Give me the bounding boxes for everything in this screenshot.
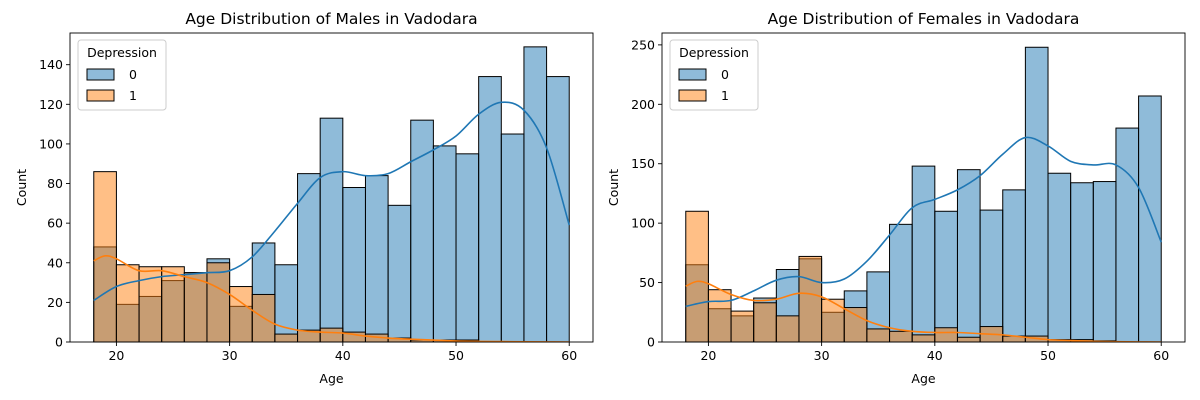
- bar-s0-bin15: [1024, 46, 1049, 343]
- x-tick-label: 50: [448, 348, 464, 363]
- y-tick-label: 20: [47, 295, 63, 310]
- bar-s0-bin10: [911, 165, 936, 343]
- kde-line-0: [93, 101, 570, 302]
- y-tick-label: 40: [47, 255, 63, 270]
- bar-s0-bin14: [410, 119, 434, 343]
- x-axis-label: Age: [319, 371, 343, 386]
- bar-s1-bin1: [707, 289, 732, 343]
- y-tick-label: 0: [55, 335, 63, 350]
- bar-s0-bin19: [1115, 127, 1140, 343]
- x-axis-label: Age: [911, 371, 935, 386]
- y-tick-label: 80: [47, 176, 63, 191]
- y-tick-label: 100: [39, 136, 63, 151]
- bar-s0-bin18: [500, 133, 525, 343]
- bar-s0-bin13: [979, 209, 1004, 343]
- y-tick-label: 140: [39, 57, 63, 72]
- bar-s0-bin20: [546, 76, 570, 343]
- legend-label-1: 1: [721, 88, 729, 103]
- x-tick-label: 20: [700, 348, 716, 363]
- legend-label-1: 1: [129, 88, 137, 103]
- y-tick-label: 0: [647, 335, 655, 350]
- x-tick-label: 50: [1040, 348, 1056, 363]
- plot-frame: [661, 32, 1186, 343]
- legend-label-0: 0: [129, 67, 137, 82]
- kde-line-0: [685, 136, 1162, 308]
- bar-s0-bin14: [1002, 189, 1026, 343]
- legend-title: Depression: [87, 45, 157, 60]
- bar-s1-bin3: [753, 302, 777, 343]
- bar-s0-bin20: [1138, 95, 1162, 343]
- bar-s1-bin3: [161, 266, 185, 343]
- bar-s0-bin15: [432, 145, 457, 343]
- bar-s1-bin1: [115, 264, 140, 343]
- bar-s0-bin17: [1070, 182, 1094, 343]
- bar-s0-bin19: [523, 46, 548, 343]
- bar-s0-bin16: [1047, 172, 1072, 343]
- bar-s1-bin10: [319, 327, 344, 343]
- legend-swatch-1: [86, 89, 115, 102]
- legend-swatch-0: [678, 68, 707, 81]
- x-tick-label: 20: [108, 348, 124, 363]
- bar-s1-bin8: [866, 328, 891, 343]
- y-tick-label: 150: [631, 156, 655, 171]
- bar-s0-bin17: [478, 76, 502, 343]
- bar-s1-bin8: [274, 333, 299, 343]
- bar-s0-bin12: [364, 175, 389, 343]
- kde-line-1: [685, 280, 1162, 342]
- x-tick-label: 60: [1153, 348, 1169, 363]
- legend-swatch-0: [86, 68, 115, 81]
- y-tick-label: 250: [631, 37, 655, 52]
- y-tick-label: 200: [631, 97, 655, 112]
- bar-s1-bin7: [843, 307, 868, 343]
- x-tick-label: 40: [927, 348, 943, 363]
- x-tick-label: 30: [814, 348, 830, 363]
- kde-line-1: [93, 254, 570, 342]
- bar-s1-bin4: [183, 272, 208, 343]
- bar-s1-bin0: [685, 210, 709, 343]
- bar-s1-bin5: [798, 255, 823, 343]
- bar-s0-bin18: [1092, 181, 1117, 343]
- legend: Depression 0 1: [77, 39, 167, 111]
- bar-s1-bin10: [911, 334, 936, 343]
- bar-s0-bin8: [274, 264, 299, 343]
- bar-s1-bin4: [775, 315, 800, 343]
- chart-panel-0: 20 30 40 50 60 0 20 40 60 80 100 120 140 Age Distribu…: [14, 10, 594, 386]
- x-tick-label: 30: [222, 348, 238, 363]
- chart-title: Age Distribution of Females in Vadodara: [768, 10, 1080, 28]
- y-tick-label: 60: [47, 216, 63, 231]
- bar-s1-bin6: [821, 298, 845, 343]
- legend-swatch-1: [678, 89, 707, 102]
- bar-s0-bin12: [956, 169, 981, 343]
- y-axis-label: Count: [606, 169, 621, 206]
- bar-s0-bin11: [342, 187, 366, 343]
- bar-s1-bin2: [730, 310, 755, 343]
- bar-s1-bin6: [229, 286, 253, 343]
- bar-s1-bin11: [934, 327, 958, 343]
- bar-s1-bin12: [956, 336, 981, 343]
- bar-s0-bin11: [934, 210, 958, 343]
- bar-s1-bin5: [206, 262, 231, 343]
- bar-s0-bin9: [889, 223, 913, 343]
- bar-s0-bin13: [387, 204, 412, 343]
- y-tick-label: 100: [631, 216, 655, 231]
- y-tick-label: 120: [39, 97, 63, 112]
- legend-title: Depression: [679, 45, 749, 60]
- x-tick-label: 40: [335, 348, 351, 363]
- legend-label-0: 0: [721, 67, 729, 82]
- bar-s0-bin10: [319, 117, 344, 343]
- bar-s1-bin9: [889, 330, 913, 343]
- chart-title: Age Distribution of Males in Vadodara: [185, 10, 477, 28]
- y-tick-label: 50: [639, 275, 655, 290]
- chart-panel-1: 20 30 40 50 60 0 50 100 150 200 250 Age Distributio…: [606, 10, 1186, 386]
- legend: Depression 0 1: [669, 39, 759, 111]
- x-tick-label: 60: [561, 348, 577, 363]
- plot-frame: [69, 32, 594, 343]
- y-axis-label: Count: [14, 169, 29, 206]
- bar-s0-bin16: [455, 153, 480, 343]
